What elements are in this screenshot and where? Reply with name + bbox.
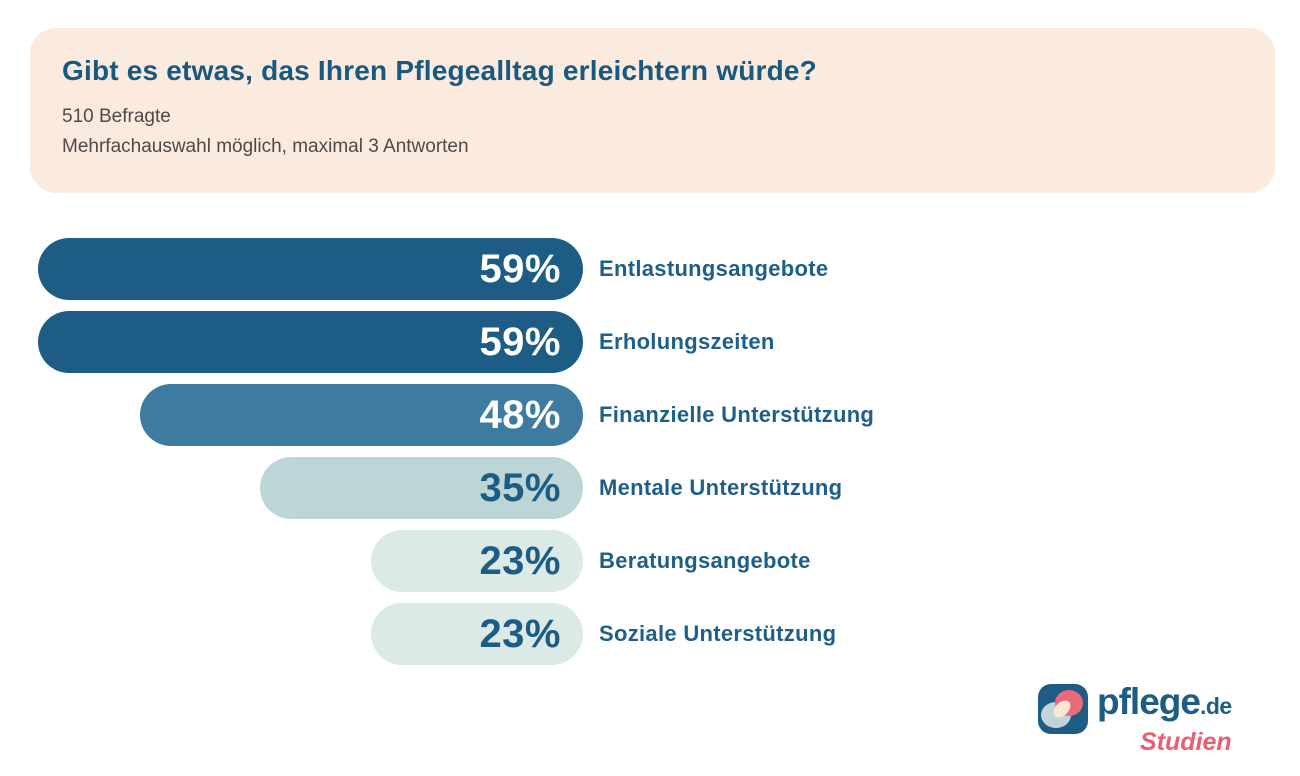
bar-track: 59% bbox=[38, 311, 583, 373]
question-card: Gibt es etwas, das Ihren Pflegealltag er… bbox=[30, 28, 1275, 193]
bar: 23% bbox=[370, 530, 583, 592]
bar-row: 48% Finanzielle Unterstützung bbox=[38, 384, 874, 446]
bar-value-label: 23% bbox=[479, 539, 561, 583]
logo-studien: Studien bbox=[1140, 728, 1232, 756]
bar-track: 35% bbox=[38, 457, 583, 519]
bar-category-label: Soziale Unterstützung bbox=[599, 621, 837, 646]
bar: 35% bbox=[259, 457, 583, 519]
bar-track: 48% bbox=[38, 384, 583, 446]
bar-value-label: 23% bbox=[479, 612, 561, 656]
pflege-logo-icon bbox=[1038, 684, 1088, 734]
bar-row: 23% Soziale Unterstützung bbox=[38, 603, 874, 665]
bar-value-label: 48% bbox=[479, 393, 561, 437]
question-subtitle: 510 Befragte Mehrfachauswahl möglich, ma… bbox=[62, 102, 1243, 162]
bar-track: 23% bbox=[38, 603, 583, 665]
bar-category-label: Beratungsangebote bbox=[599, 548, 811, 573]
bar: 59% bbox=[38, 238, 583, 300]
pflege-logo: pflege.de Studien bbox=[1038, 681, 1232, 757]
bar-track: 59% bbox=[38, 238, 583, 300]
bar-row: 35% Mentale Unterstützung bbox=[38, 457, 874, 519]
bar-category-label: Erholungszeiten bbox=[599, 329, 775, 354]
logo-text: pflege.de Studien bbox=[1097, 681, 1232, 757]
bar-track: 23% bbox=[38, 530, 583, 592]
bar-rows: 59% Entlastungsangebote 59% Erholungszei… bbox=[38, 238, 874, 665]
logo-wordmark: pflege.de bbox=[1097, 681, 1232, 728]
bar: 48% bbox=[139, 384, 583, 446]
bar-value-label: 59% bbox=[479, 320, 561, 364]
bar-chart: 59% Entlastungsangebote 59% Erholungszei… bbox=[38, 238, 874, 676]
bar: 59% bbox=[38, 311, 583, 373]
bar-category-label: Entlastungsangebote bbox=[599, 256, 829, 281]
respondents-count: 510 Befragte bbox=[62, 106, 171, 127]
bar-category-label: Mentale Unterstützung bbox=[599, 475, 843, 500]
bar-row: 59% Erholungszeiten bbox=[38, 311, 874, 373]
bar-value-label: 59% bbox=[479, 247, 561, 291]
question-title: Gibt es etwas, das Ihren Pflegealltag er… bbox=[62, 55, 817, 86]
bar: 23% bbox=[370, 603, 583, 665]
answer-note: Mehrfachauswahl möglich, maximal 3 Antwo… bbox=[62, 136, 469, 157]
logo-tld: .de bbox=[1199, 693, 1232, 719]
bar-row: 23% Beratungsangebote bbox=[38, 530, 874, 592]
bar-value-label: 35% bbox=[479, 466, 561, 510]
bar-category-label: Finanzielle Unterstützung bbox=[599, 402, 875, 427]
logo-brand: pflege bbox=[1097, 681, 1201, 722]
bar-row: 59% Entlastungsangebote bbox=[38, 238, 874, 300]
